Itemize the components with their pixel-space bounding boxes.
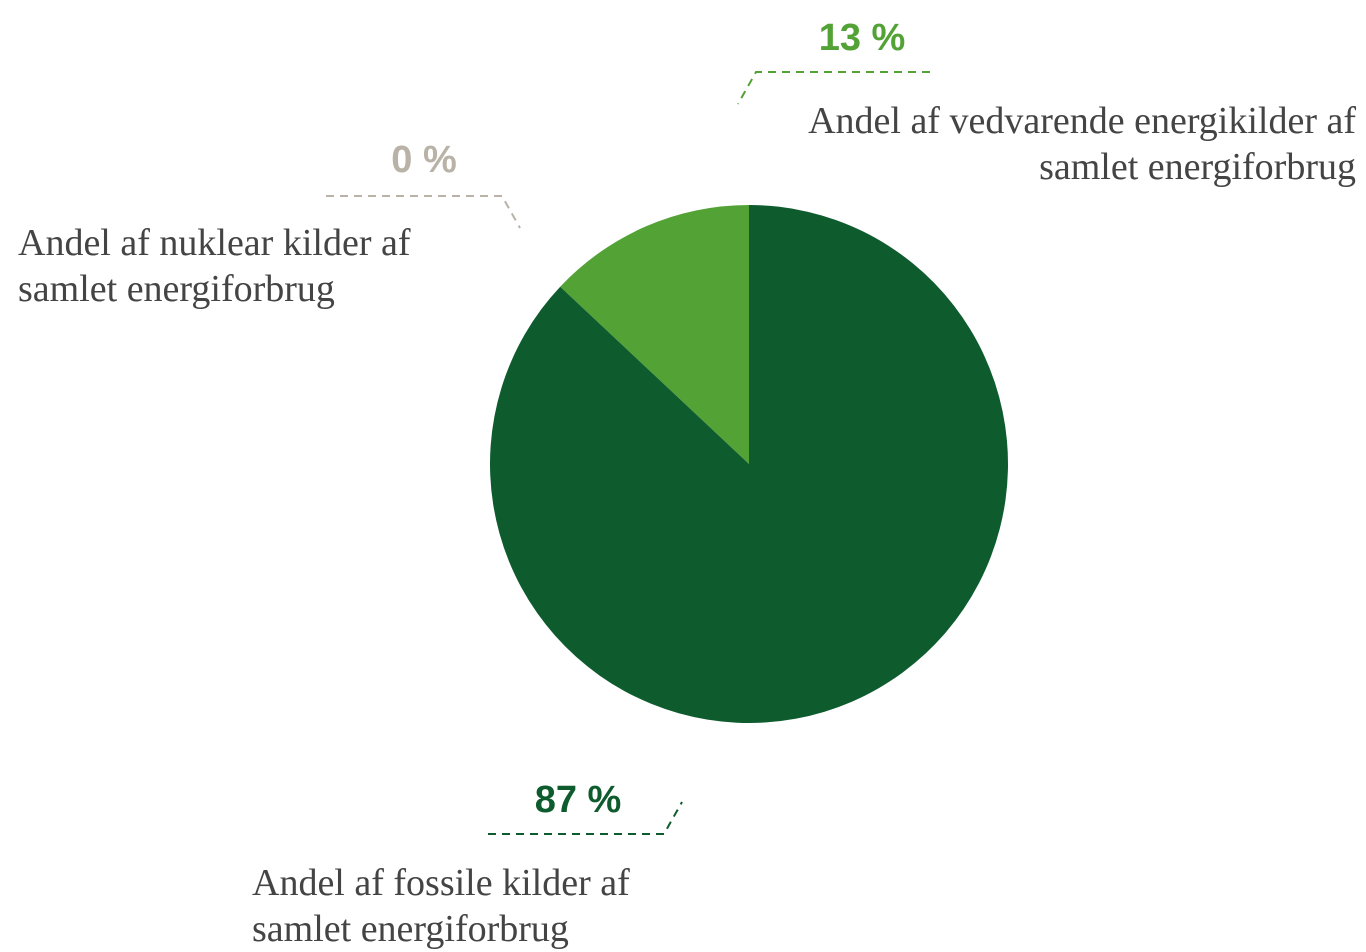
value-label: 13 % <box>818 17 906 59</box>
leader-line <box>326 195 521 229</box>
value-label: 87 % <box>534 779 622 821</box>
value-label: 0 % <box>391 139 457 181</box>
pie-slice <box>560 205 749 464</box>
leader-line <box>488 801 683 835</box>
slice-label: Andel af fossile kilder af samlet energi… <box>252 862 630 950</box>
slice-label: Andel af vedvarende energikilder af saml… <box>808 100 1356 188</box>
pie-slice <box>490 205 1009 723</box>
leader-line <box>737 71 930 105</box>
slice-label: Andel af nuklear kilder af samlet energi… <box>18 222 411 310</box>
